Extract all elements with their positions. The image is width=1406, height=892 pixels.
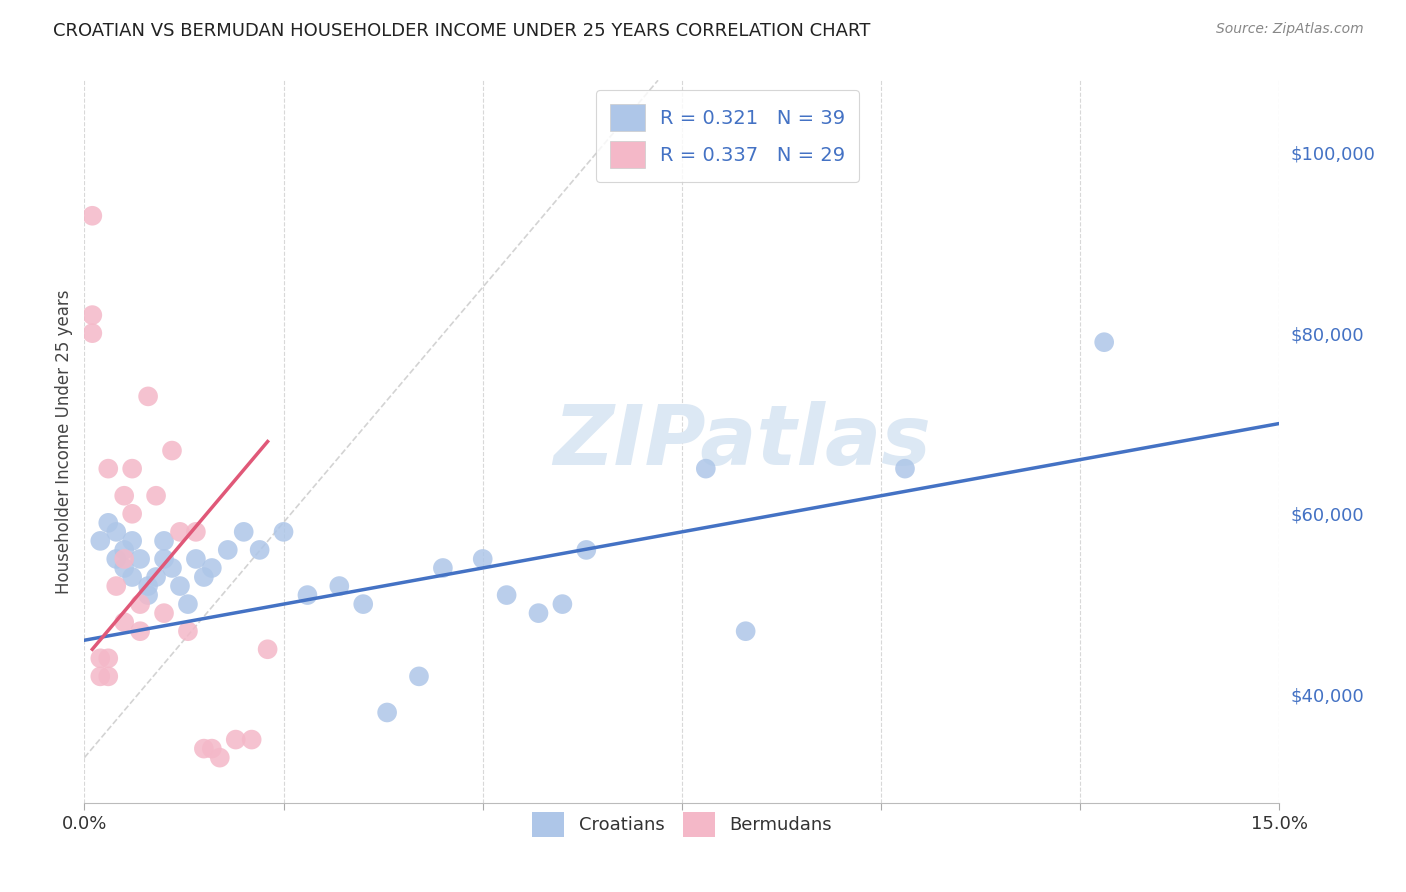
Text: Source: ZipAtlas.com: Source: ZipAtlas.com <box>1216 22 1364 37</box>
Point <box>249 542 271 557</box>
Point <box>129 597 152 611</box>
Point <box>169 524 191 539</box>
Point <box>193 570 215 584</box>
Point <box>160 443 183 458</box>
Point <box>153 552 176 566</box>
Text: ZIPatlas: ZIPatlas <box>553 401 931 482</box>
Point <box>232 524 254 539</box>
Point <box>153 533 176 548</box>
Point <box>217 542 239 557</box>
Point <box>734 624 756 639</box>
Point <box>97 651 120 665</box>
Point <box>145 489 167 503</box>
Point <box>89 533 111 548</box>
Point <box>121 461 143 475</box>
Point <box>894 461 917 475</box>
Point <box>471 552 494 566</box>
Point <box>193 741 215 756</box>
Point <box>105 579 128 593</box>
Point <box>225 732 247 747</box>
Point <box>105 552 128 566</box>
Point <box>375 706 398 720</box>
Point <box>160 561 183 575</box>
Y-axis label: Householder Income Under 25 years: Householder Income Under 25 years <box>55 289 73 594</box>
Point <box>201 741 224 756</box>
Point <box>527 606 550 620</box>
Point <box>240 732 263 747</box>
Point <box>177 624 200 639</box>
Point <box>82 308 104 322</box>
Point <box>136 588 159 602</box>
Point <box>82 209 104 223</box>
Point <box>184 552 207 566</box>
Point <box>112 489 135 503</box>
Point <box>695 461 717 475</box>
Point <box>551 597 574 611</box>
Point <box>97 516 120 530</box>
Point <box>256 642 278 657</box>
Point <box>408 669 430 683</box>
Point <box>136 389 159 403</box>
Point <box>153 606 176 620</box>
Point <box>273 524 295 539</box>
Point <box>328 579 350 593</box>
Point <box>89 651 111 665</box>
Point <box>105 524 128 539</box>
Point <box>136 579 159 593</box>
Point <box>89 669 111 683</box>
Point <box>169 579 191 593</box>
Point <box>145 570 167 584</box>
Point <box>297 588 319 602</box>
Point <box>112 542 135 557</box>
Point <box>208 750 231 764</box>
Point <box>112 615 135 630</box>
Point <box>97 669 120 683</box>
Point <box>177 597 200 611</box>
Point <box>1092 335 1115 350</box>
Point <box>495 588 517 602</box>
Point <box>184 524 207 539</box>
Text: CROATIAN VS BERMUDAN HOUSEHOLDER INCOME UNDER 25 YEARS CORRELATION CHART: CROATIAN VS BERMUDAN HOUSEHOLDER INCOME … <box>53 22 870 40</box>
Point <box>575 542 598 557</box>
Point <box>432 561 454 575</box>
Legend: Croatians, Bermudans: Croatians, Bermudans <box>524 805 839 845</box>
Point <box>129 624 152 639</box>
Point <box>121 570 143 584</box>
Point <box>112 561 135 575</box>
Point <box>352 597 374 611</box>
Point <box>121 507 143 521</box>
Point <box>97 461 120 475</box>
Point <box>121 533 143 548</box>
Point <box>82 326 104 341</box>
Point <box>201 561 224 575</box>
Point <box>129 552 152 566</box>
Point <box>112 552 135 566</box>
